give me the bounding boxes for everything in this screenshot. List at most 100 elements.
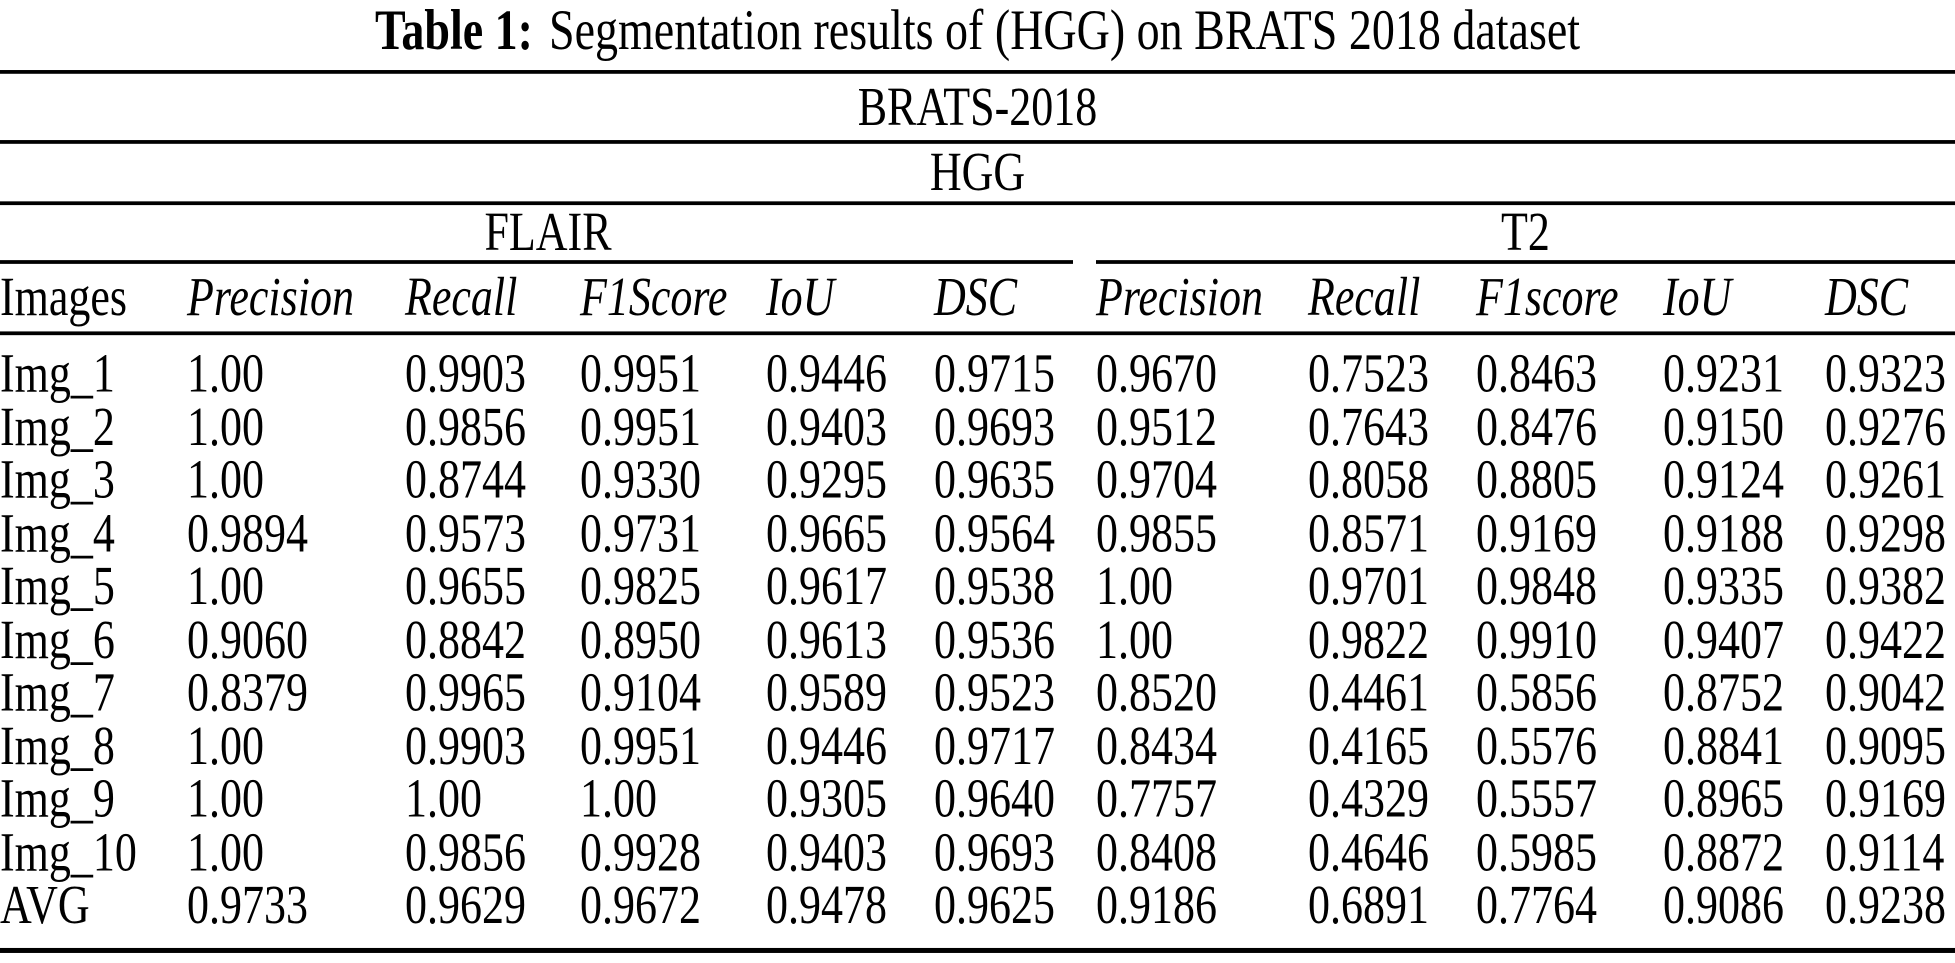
t2-value-cell: 0.9231 [1663,342,1784,404]
flair-value-cell: 0.9613 [766,608,887,670]
t2-value-cell: 0.7523 [1308,342,1429,404]
t2-value-cell: 0.8571 [1308,502,1429,564]
column-header-t2-metric: IoU [1663,266,1732,328]
row-label: AVG [0,874,90,936]
row-label: Img_10 [0,821,137,883]
t2-value-cell: 0.4646 [1308,821,1429,883]
t2-value-cell: 0.9114 [1825,821,1945,883]
modality-flair: FLAIR [484,201,612,263]
flair-value-cell: 1.00 [405,767,482,830]
row-label: Img_8 [0,714,115,776]
flair-value-cell: 1.00 [187,448,264,511]
flair-value-cell: 0.9903 [405,714,526,776]
flair-value-cell: 0.9717 [934,714,1055,776]
cmid-rules [0,260,1955,264]
t2-value-cell: 0.9701 [1308,555,1429,617]
bottom-rule [0,947,1955,953]
flair-value-cell: 0.9589 [766,661,887,723]
t2-value-cell: 0.5576 [1476,714,1597,776]
row-label: Img_7 [0,661,115,723]
column-header-t2-metric: DSC [1825,266,1909,328]
flair-value-cell: 0.9305 [766,767,887,830]
t2-value-cell: 0.4461 [1308,661,1429,723]
flair-value-cell: 0.9965 [405,661,526,723]
t2-value-cell: 0.9512 [1096,395,1217,458]
table-row: Img_3 1.00 0.8744 0.9330 0.9295 0.9635 0.9704 0… [0,448,1955,511]
flair-value-cell: 1.00 [580,767,657,830]
column-header-t2-metric: F1score [1476,266,1619,328]
column-header-flair-metric: Recall [405,266,518,328]
column-header-t2-metric: Precision [1096,266,1263,328]
row-label: Img_6 [0,608,115,670]
flair-value-cell: 0.9629 [405,874,526,936]
flair-value-cell: 0.9446 [766,342,887,404]
flair-value-cell: 1.00 [187,555,264,617]
flair-value-cell: 0.9856 [405,821,526,883]
t2-value-cell: 0.9186 [1096,874,1217,936]
t2-value-cell: 0.9670 [1096,342,1217,404]
flair-value-cell: 0.9446 [766,714,887,776]
column-header-t2-metric: Recall [1308,266,1421,328]
flair-value-cell: 0.9640 [934,767,1055,830]
table-row: Img_10 1.00 0.9856 0.9928 0.9403 0.9693 0.8408… [0,821,1955,883]
flair-value-cell: 0.9856 [405,395,526,458]
table-row: Img_6 0.9060 0.8842 0.8950 0.9613 0.9536 1.00 0… [0,608,1955,670]
row-label: Img_4 [0,502,115,564]
t2-value-cell: 0.9298 [1825,502,1946,564]
t2-value-cell: 0.8872 [1663,821,1784,883]
table-row: Img_8 1.00 0.9903 0.9951 0.9446 0.9717 0.8434 0… [0,714,1955,776]
t2-value-cell: 0.4329 [1308,767,1429,830]
t2-value-cell: 0.5985 [1476,821,1597,883]
caption-text: Segmentation results of (HGG) on BRATS 2… [549,0,1581,62]
t2-value-cell: 0.5557 [1476,767,1597,830]
flair-value-cell: 0.9295 [766,448,887,511]
flair-value-cell: 1.00 [187,767,264,830]
column-header-flair-metric: IoU [766,266,835,328]
flair-value-cell: 0.9825 [580,555,701,617]
t2-value-cell: 0.9910 [1476,608,1597,670]
flair-value-cell: 0.9733 [187,874,308,936]
table-row: Img_9 1.00 1.00 1.00 0.9305 0.9640 0.7757 0.432… [0,767,1955,830]
t2-value-cell: 0.9855 [1096,502,1217,564]
flair-value-cell: 0.9635 [934,448,1055,511]
t2-value-cell: 0.9323 [1825,342,1946,404]
table-body: Img_1 1.00 0.9903 0.9951 0.9446 0.9715 0.9670 0… [0,335,1955,947]
flair-value-cell: 0.8842 [405,608,526,670]
grade-header: HGG [929,141,1026,203]
t2-value-cell: 0.5856 [1476,661,1597,723]
row-label: Img_3 [0,448,115,511]
modality-header-row: FLAIR T2 [0,201,1955,263]
t2-value-cell: 0.9704 [1096,448,1217,511]
table-row: Img_7 0.8379 0.9965 0.9104 0.9589 0.9523 0.852… [0,661,1955,723]
t2-value-cell: 0.8463 [1476,342,1597,404]
cmid-rule-flair [0,260,1073,264]
rule-below-grade [0,201,1955,206]
t2-value-cell: 0.9095 [1825,714,1946,776]
flair-value-cell: 0.9403 [766,821,887,883]
t2-value-cell: 0.9407 [1663,608,1784,670]
cmid-rule-t2 [1096,260,1955,264]
flair-value-cell: 0.8744 [405,448,526,511]
column-header-flair-metric: F1Score [580,266,728,328]
flair-value-cell: 0.9538 [934,555,1055,617]
flair-value-cell: 0.8379 [187,661,308,723]
flair-value-cell: 0.9903 [405,342,526,404]
flair-value-cell: 0.9928 [580,821,701,883]
t2-value-cell: 0.7643 [1308,395,1429,458]
row-label: Img_1 [0,342,115,404]
flair-value-cell: 0.9060 [187,608,308,670]
table-row: Img_5 1.00 0.9655 0.9825 0.9617 0.9538 1.00 0.9… [0,555,1955,617]
modality-t2: T2 [1501,201,1550,263]
flair-value-cell: 0.8950 [580,608,701,670]
t2-value-cell: 0.9276 [1825,395,1946,458]
table-row: Img_4 0.9894 0.9573 0.9731 0.9665 0.9564 0.985… [0,502,1955,564]
table-row: Img_2 1.00 0.9856 0.9951 0.9403 0.9693 0.9512 0… [0,395,1955,458]
row-label: Img_5 [0,555,115,617]
t2-value-cell: 0.9238 [1825,874,1946,936]
t2-value-cell: 0.9261 [1825,448,1946,511]
table-caption: Table 1: Segmentation results of (HGG) o… [0,0,1955,70]
t2-value-cell: 0.8841 [1663,714,1784,776]
t2-value-cell: 0.9086 [1663,874,1784,936]
flair-value-cell: 1.00 [187,714,264,776]
